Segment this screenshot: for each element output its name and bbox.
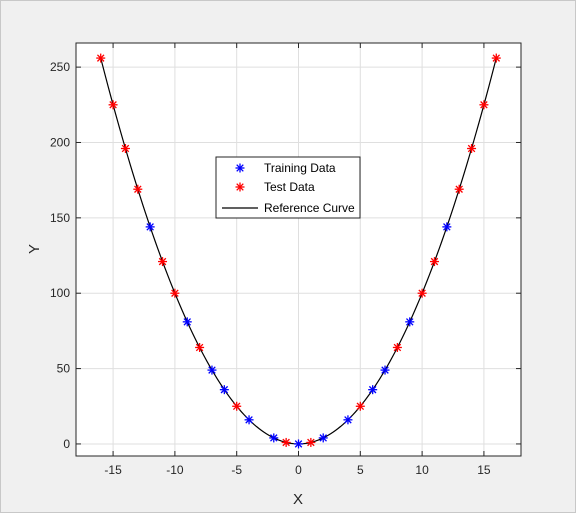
test-point bbox=[417, 288, 427, 298]
legend-label-training: Training Data bbox=[264, 161, 336, 175]
legend-marker-test bbox=[235, 182, 245, 192]
test-point bbox=[281, 437, 291, 447]
test-point bbox=[195, 342, 205, 352]
training-point bbox=[219, 385, 229, 395]
test-point bbox=[491, 53, 501, 63]
training-point bbox=[343, 415, 353, 425]
test-point bbox=[96, 53, 106, 63]
training-point bbox=[380, 365, 390, 375]
training-point bbox=[145, 222, 155, 232]
test-point bbox=[392, 342, 402, 352]
test-point bbox=[467, 144, 477, 154]
legend-entry-test: Test Data bbox=[235, 180, 315, 194]
test-point bbox=[479, 100, 489, 110]
y-tick-label: 0 bbox=[63, 437, 70, 451]
legend-entry-reference: Reference Curve bbox=[222, 201, 355, 215]
test-point bbox=[120, 144, 130, 154]
training-point bbox=[269, 433, 279, 443]
test-point bbox=[232, 401, 242, 411]
training-point bbox=[294, 439, 303, 449]
x-tick-label: 0 bbox=[295, 463, 302, 477]
x-tick-label: 5 bbox=[357, 463, 364, 477]
markers bbox=[96, 53, 501, 449]
legend-marker-training bbox=[235, 163, 245, 173]
test-point bbox=[429, 257, 439, 267]
test-point bbox=[355, 401, 365, 411]
legend-label-test: Test Data bbox=[264, 180, 315, 194]
training-point bbox=[442, 222, 452, 232]
x-tick-label: 10 bbox=[415, 463, 429, 477]
y-tick-label: 150 bbox=[50, 211, 70, 225]
legend-label-reference: Reference Curve bbox=[264, 201, 355, 215]
y-tick-label: 250 bbox=[50, 60, 70, 74]
y-axis-label: Y bbox=[26, 244, 43, 254]
y-tick-label: 200 bbox=[50, 135, 70, 149]
x-tick-label: -15 bbox=[104, 463, 122, 477]
test-point bbox=[454, 184, 464, 194]
y-axis-ticks: 0 50 100 150 200 250 bbox=[50, 60, 521, 451]
x-axis-label: X bbox=[293, 491, 303, 508]
legend-asterisk-test bbox=[235, 182, 245, 192]
test-point bbox=[133, 184, 143, 194]
training-point bbox=[182, 317, 192, 327]
legend: Training Data Test Data Reference Curve bbox=[215, 156, 361, 219]
test-point bbox=[170, 288, 180, 298]
test-point bbox=[158, 257, 168, 267]
x-tick-label: -10 bbox=[166, 463, 184, 477]
x-tick-label: 15 bbox=[477, 463, 491, 477]
y-tick-label: 100 bbox=[50, 286, 70, 300]
training-point bbox=[318, 433, 328, 443]
legend-asterisk-training bbox=[235, 163, 245, 173]
y-tick-label: 50 bbox=[57, 362, 71, 376]
training-point bbox=[207, 365, 217, 375]
x-axis-ticks: -15 -10 -5 0 5 10 15 bbox=[104, 43, 491, 477]
test-point bbox=[108, 100, 118, 110]
training-point bbox=[244, 415, 254, 425]
grid bbox=[76, 43, 521, 456]
test-point bbox=[306, 437, 316, 447]
legend-entry-training: Training Data bbox=[235, 161, 336, 175]
training-point bbox=[368, 385, 378, 395]
training-point bbox=[405, 317, 415, 327]
x-tick-label: -5 bbox=[231, 463, 242, 477]
